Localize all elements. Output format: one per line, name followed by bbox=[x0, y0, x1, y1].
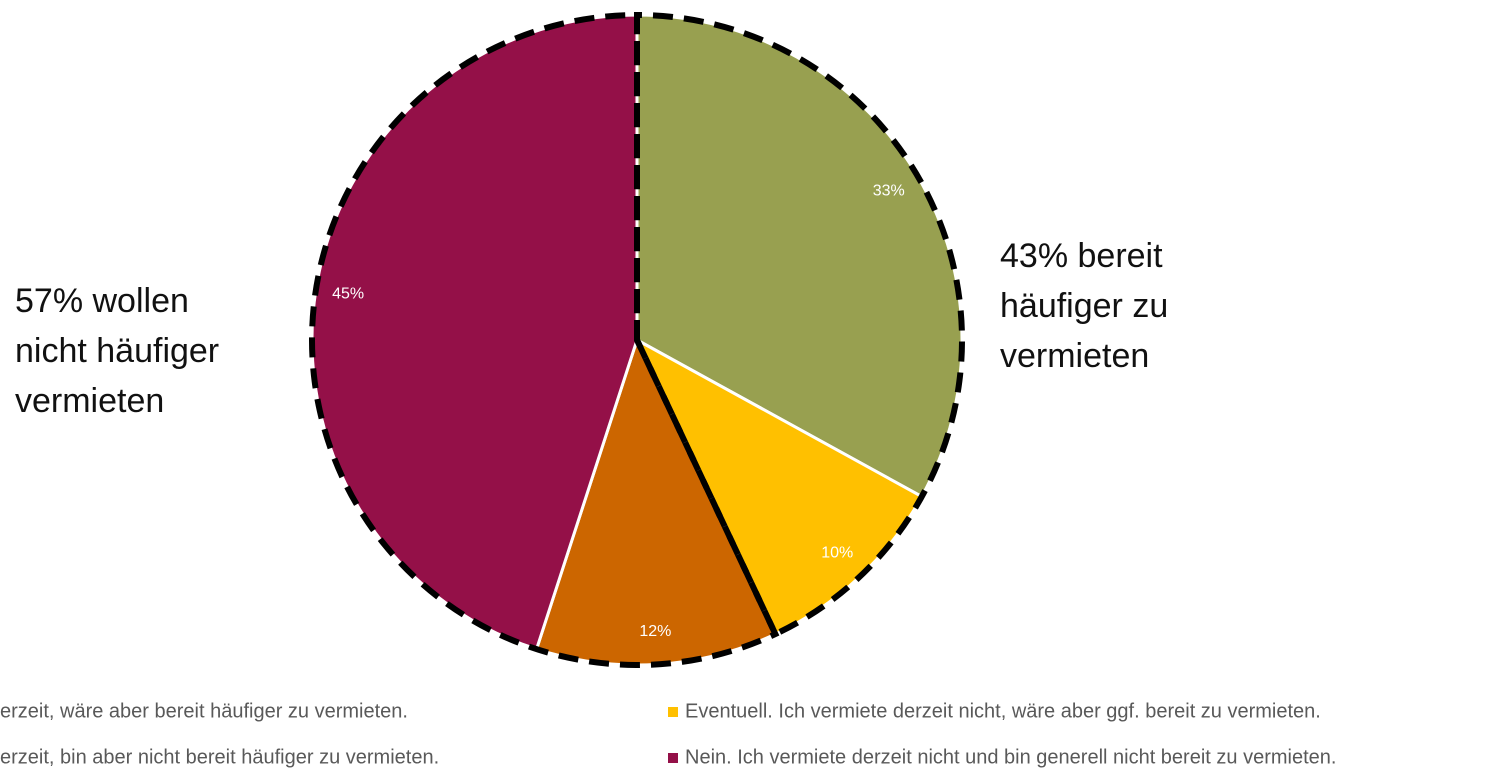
value-label: 10% bbox=[821, 544, 853, 561]
annotation: 57% wollen bbox=[15, 282, 189, 320]
legend-label: erzeit, bin aber nicht bereit häufiger z… bbox=[0, 746, 439, 768]
annotation: vermieten bbox=[15, 382, 164, 420]
annotation: vermieten bbox=[1000, 337, 1149, 375]
value-label: 33% bbox=[873, 182, 905, 199]
value-label: 45% bbox=[332, 285, 364, 302]
annotation: häufiger zu bbox=[1000, 287, 1168, 325]
legend-label: Eventuell. Ich vermiete derzeit nicht, w… bbox=[685, 700, 1321, 722]
legend-label: erzeit, wäre aber bereit häufiger zu ver… bbox=[0, 700, 408, 722]
annotation: 43% bereit bbox=[1000, 237, 1163, 275]
legend-swatch bbox=[668, 707, 678, 717]
group-outline bbox=[309, 11, 780, 668]
legend-swatch bbox=[668, 753, 678, 763]
group-outline bbox=[634, 11, 965, 639]
annotation: nicht häufiger bbox=[15, 332, 219, 370]
value-label: 12% bbox=[639, 623, 671, 640]
legend-label: Nein. Ich vermiete derzeit nicht und bin… bbox=[685, 746, 1336, 768]
